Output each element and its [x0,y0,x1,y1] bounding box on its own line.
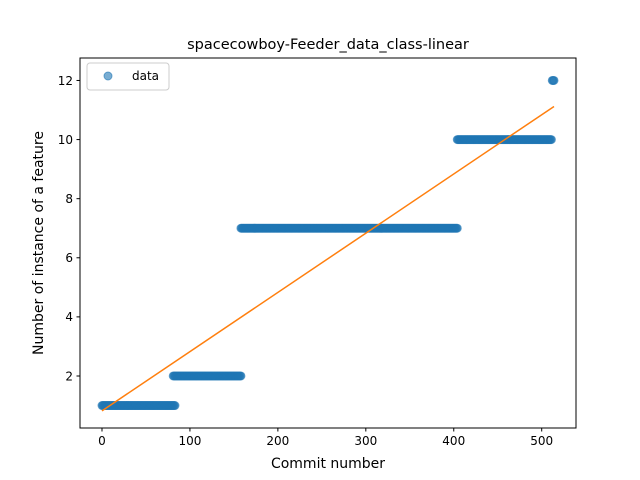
y-tick-label: 10 [58,133,73,147]
legend-box [86,62,170,91]
x-tick-label: 100 [178,434,201,448]
y-tick-label: 4 [65,310,73,324]
data-point [452,223,462,233]
data-point [236,371,246,381]
legend-marker-data [103,71,113,81]
y-tick-label: 6 [65,251,73,265]
data-point [170,401,180,411]
x-tick-label: 500 [530,434,553,448]
y-tick-label: 2 [65,369,73,383]
fit-line [101,105,555,412]
x-tick-label: 400 [442,434,465,448]
x-tick-label: 300 [354,434,377,448]
axes-frame [79,57,577,429]
data-point [549,75,559,85]
y-axis-label: Number of instance of a feature [31,131,47,355]
x-axis-label: Commit number [271,456,385,472]
y-tick-label: 8 [65,192,73,206]
legend-label-data: data [132,69,159,83]
x-tick-label: 0 [98,434,106,448]
legend: data [86,62,170,91]
x-tick-label: 200 [266,434,289,448]
chart-title: spacecowboy-Feeder_data_class-linear [187,37,469,53]
data-point [546,135,556,145]
plot-area: 0 100 200 300 400 500 2 4 6 8 10 12 [58,57,577,448]
y-tick-label: 12 [58,74,73,88]
